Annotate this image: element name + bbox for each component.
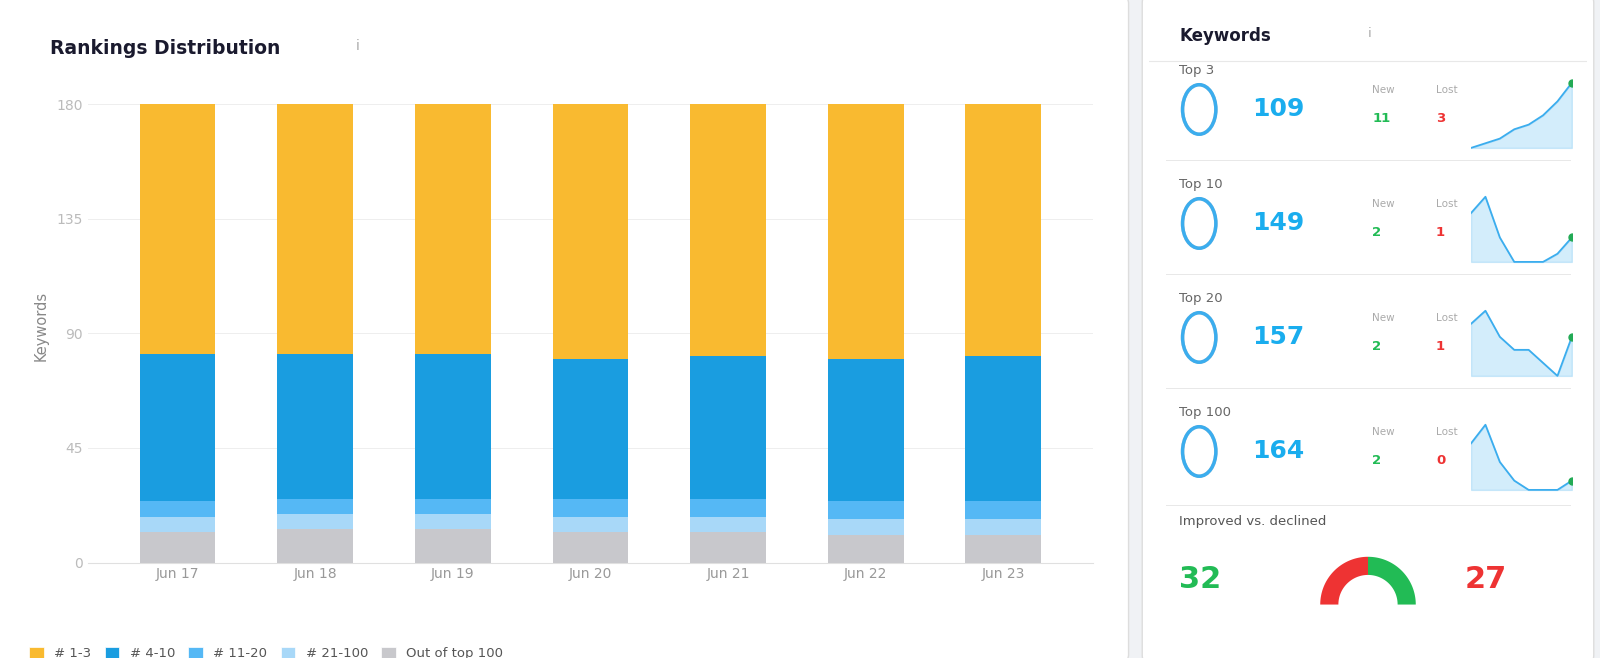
- FancyBboxPatch shape: [1142, 0, 1594, 658]
- Legend: # 1-3, # 4-10, # 11-20, # 21-100, Out of top 100: # 1-3, # 4-10, # 11-20, # 21-100, Out of…: [29, 647, 504, 658]
- Text: Top 3: Top 3: [1179, 64, 1214, 77]
- Text: Top 10: Top 10: [1179, 178, 1222, 191]
- Bar: [552, 104, 629, 359]
- Bar: [414, 499, 491, 514]
- Bar: [139, 501, 216, 517]
- FancyBboxPatch shape: [0, 0, 1128, 658]
- Bar: [690, 104, 766, 356]
- Circle shape: [1187, 433, 1211, 470]
- Text: 109: 109: [1251, 97, 1304, 122]
- Bar: [552, 499, 629, 517]
- Bar: [827, 534, 904, 563]
- Text: 27: 27: [1464, 565, 1507, 594]
- Y-axis label: Keywords: Keywords: [34, 291, 48, 361]
- Bar: [965, 501, 1042, 519]
- Bar: [139, 517, 216, 532]
- Text: 157: 157: [1251, 326, 1304, 349]
- Text: New: New: [1373, 427, 1395, 437]
- Bar: [277, 499, 354, 514]
- Bar: [139, 354, 216, 501]
- Text: New: New: [1373, 199, 1395, 209]
- Bar: [414, 530, 491, 563]
- Text: Keywords: Keywords: [1179, 28, 1272, 45]
- Text: 2: 2: [1373, 340, 1381, 353]
- Text: Top 100: Top 100: [1179, 406, 1232, 419]
- Circle shape: [1187, 205, 1211, 241]
- Text: Lost: Lost: [1435, 199, 1458, 209]
- Circle shape: [1187, 91, 1211, 128]
- Text: 3: 3: [1435, 112, 1445, 125]
- Bar: [690, 517, 766, 532]
- Text: New: New: [1373, 85, 1395, 95]
- Bar: [690, 532, 766, 563]
- Bar: [827, 519, 904, 534]
- Bar: [552, 359, 629, 499]
- Text: 32: 32: [1179, 565, 1222, 594]
- Text: Lost: Lost: [1435, 427, 1458, 437]
- Bar: [827, 501, 904, 519]
- Polygon shape: [1368, 557, 1416, 605]
- Text: 164: 164: [1251, 440, 1304, 463]
- Polygon shape: [1320, 557, 1368, 605]
- Bar: [690, 499, 766, 517]
- Bar: [277, 104, 354, 354]
- Text: 149: 149: [1251, 211, 1304, 236]
- Bar: [827, 359, 904, 501]
- Text: Rankings Distribution: Rankings Distribution: [50, 39, 280, 58]
- Text: Top 20: Top 20: [1179, 292, 1222, 305]
- Text: Lost: Lost: [1435, 85, 1458, 95]
- Bar: [139, 532, 216, 563]
- Bar: [965, 356, 1042, 501]
- Text: i: i: [1368, 28, 1371, 40]
- Text: i: i: [355, 39, 360, 53]
- Bar: [965, 519, 1042, 534]
- Bar: [965, 104, 1042, 356]
- Bar: [414, 354, 491, 499]
- Bar: [414, 514, 491, 530]
- Bar: [139, 104, 216, 354]
- Bar: [552, 517, 629, 532]
- Bar: [690, 356, 766, 499]
- Circle shape: [1187, 319, 1211, 356]
- Bar: [827, 104, 904, 359]
- Text: 11: 11: [1373, 112, 1390, 125]
- Bar: [277, 514, 354, 530]
- Bar: [965, 534, 1042, 563]
- Text: 1: 1: [1435, 226, 1445, 239]
- Bar: [414, 104, 491, 354]
- Text: New: New: [1373, 313, 1395, 323]
- Bar: [552, 532, 629, 563]
- Text: Lost: Lost: [1435, 313, 1458, 323]
- Bar: [277, 354, 354, 499]
- Text: 1: 1: [1435, 340, 1445, 353]
- Text: 0: 0: [1435, 454, 1445, 467]
- Text: 2: 2: [1373, 226, 1381, 239]
- Bar: [277, 530, 354, 563]
- Text: Improved vs. declined: Improved vs. declined: [1179, 515, 1326, 528]
- Text: 2: 2: [1373, 454, 1381, 467]
